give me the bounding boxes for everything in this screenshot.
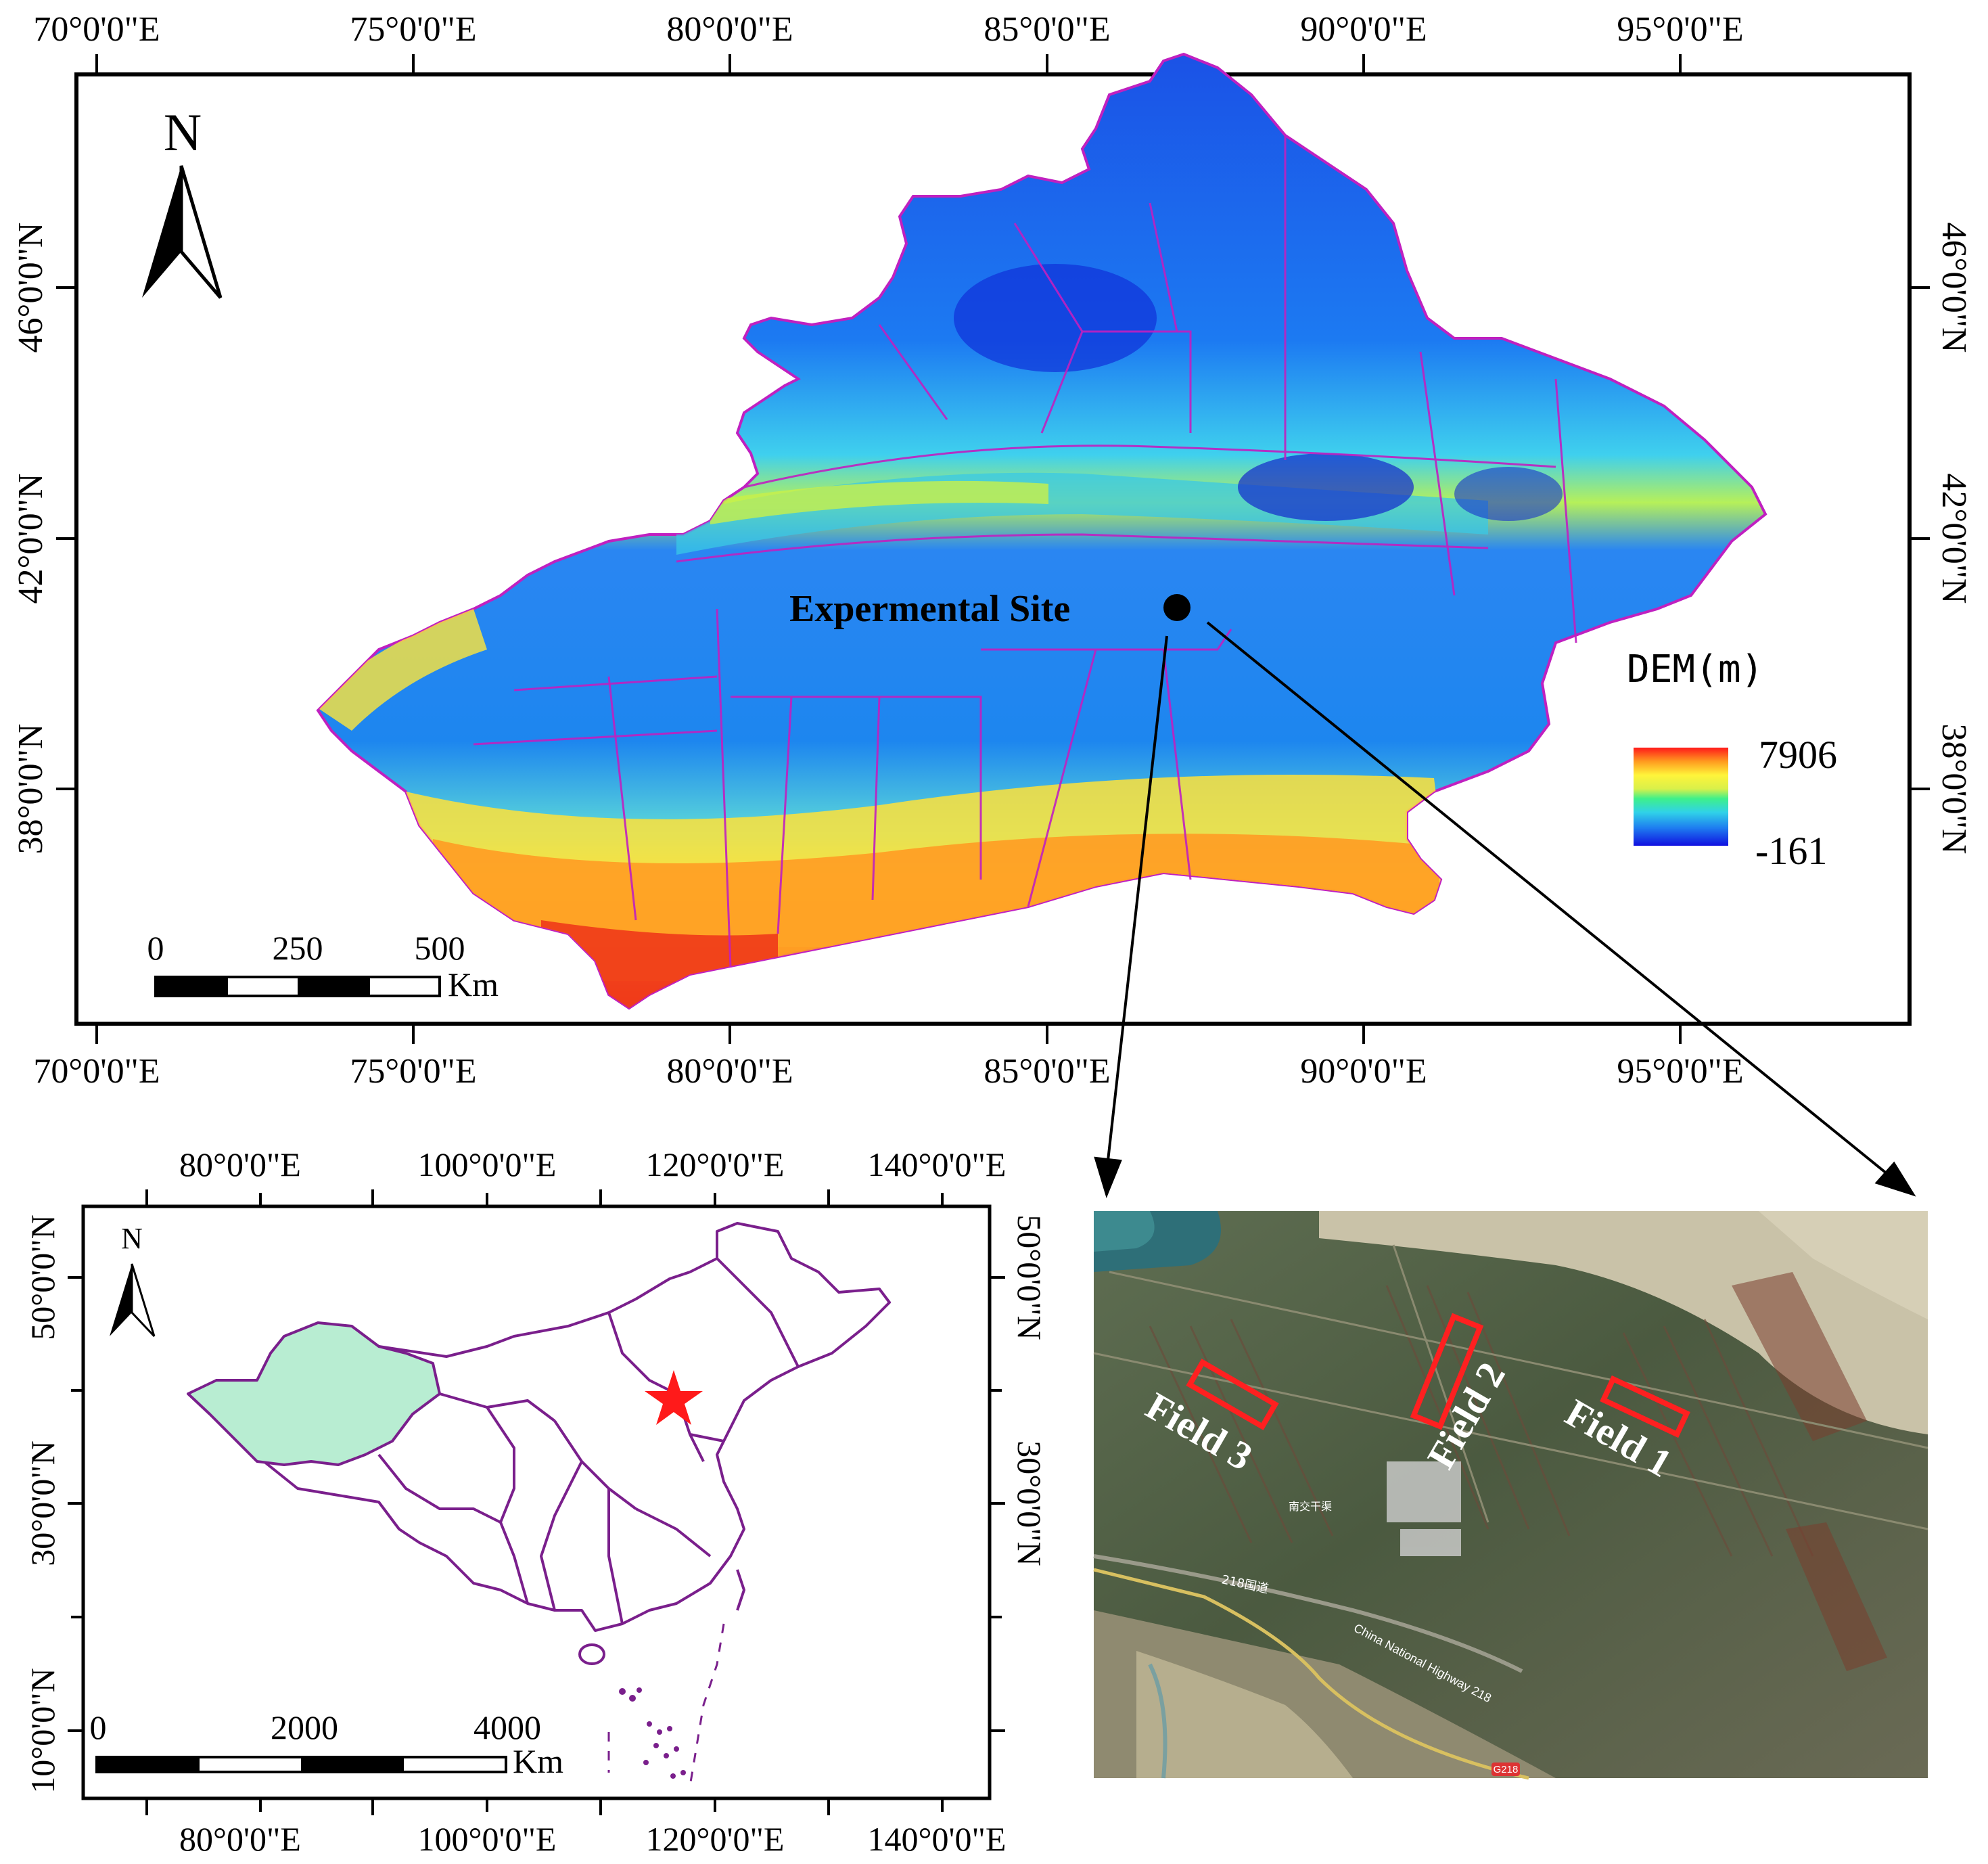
main-north-letter: N [164,103,202,162]
field-1-box [1600,1375,1690,1438]
dem-color-ramp [1634,748,1728,846]
scale-label: 250 [273,929,323,967]
china-right-lat-labels: 50°0'0"N 30°0'0"N [1011,1214,1048,1566]
canal-label: 南交干渠 [1289,1500,1332,1513]
satellite-inset: China National Highway 218 218国道 G218 南交… [1093,1211,1928,1780]
scale-label: 0 [147,929,164,967]
road-shield: G218 [1494,1764,1519,1775]
china-top-lon-labels: 80°0'0"E 100°0'0"E 120°0'0"E 140°0'0"E [179,1145,1006,1183]
main-top-lon-labels: 70°0'0"E 75°0'0"E 80°0'0"E 85°0'0"E 90°0… [33,10,1743,49]
main-top-lon-label: 75°0'0"E [350,10,476,49]
scale-label: 0 [90,1708,107,1746]
china-bottom-lon-label: 100°0'0"E [418,1820,557,1858]
dem-legend-max: 7906 [1759,733,1837,777]
china-top-lon-label: 120°0'0"E [646,1145,785,1183]
site-marker-icon [1163,594,1191,621]
south-sea-islands [619,1687,686,1779]
north-arrow-icon [110,1264,132,1336]
china-inset-ticks [68,1189,1005,1815]
site-label: Expermental Site [789,588,1070,630]
dem-legend-title: DEM(m) [1627,647,1763,691]
china-top-lon-label: 80°0'0"E [179,1145,301,1183]
scale-unit: Km [448,965,499,1003]
main-right-lat-ticks [1910,286,1930,790]
main-map: 70°0'0"E 75°0'0"E 80°0'0"E 85°0'0"E 90°0… [11,10,1973,1198]
site-star-icon [645,1370,703,1425]
main-bottom-lon-label: 95°0'0"E [1617,1052,1743,1091]
main-scale-bar: 0 250 500 Km [147,929,499,1003]
main-bottom-lon-label: 70°0'0"E [33,1052,160,1091]
main-north-arrow: N [142,103,223,299]
main-bottom-lon-label: 90°0'0"E [1300,1052,1427,1091]
main-left-lat-label: 46°0'0"N [11,223,50,353]
scale-unit: Km [513,1742,563,1780]
china-north-letter: N [121,1222,143,1255]
main-left-lat-label: 38°0'0"N [11,724,50,855]
village [1387,1461,1461,1556]
farmland-stripes [1149,1285,1814,1557]
main-bottom-lon-labels: 70°0'0"E 75°0'0"E 80°0'0"E 85°0'0"E 90°0… [33,1052,1743,1091]
main-right-lat-labels: 46°0'0"N 42°0'0"N 38°0'0"N [1935,223,1973,855]
main-top-lon-label: 90°0'0"E [1300,10,1427,49]
china-left-lat-labels: 50°0'0"N 30°0'0"N 10°0'0"N [24,1214,62,1794]
china-top-lon-label: 140°0'0"E [868,1145,1007,1183]
china-left-lat-label: 10°0'0"N [24,1668,62,1794]
experimental-site: Expermental Site [789,588,1191,630]
main-left-lat-labels: 46°0'0"N 42°0'0"N 38°0'0"N [11,223,50,855]
main-right-lat-label: 38°0'0"N [1935,724,1973,855]
scale-label: 2000 [271,1708,338,1746]
china-right-lat-label: 50°0'0"N [1011,1214,1048,1340]
main-bottom-lon-ticks [95,1024,1682,1044]
callout-arrows [1094,621,1916,1198]
dem-legend: DEM(m) 7906 -161 [1627,647,1837,873]
main-right-lat-label: 42°0'0"N [1935,474,1973,604]
china-right-lat-label: 30°0'0"N [1011,1440,1048,1566]
main-right-lat-label: 46°0'0"N [1935,223,1973,353]
china-top-lon-label: 100°0'0"E [418,1145,557,1183]
china-scale-bar: 0 2000 4000 Km [90,1708,564,1780]
china-left-lat-label: 50°0'0"N [24,1214,62,1340]
main-top-lon-label: 85°0'0"E [984,10,1110,49]
main-bottom-lon-label: 80°0'0"E [666,1052,793,1091]
scale-label: 500 [415,929,465,967]
main-left-lat-label: 42°0'0"N [11,474,50,604]
main-left-lat-ticks [56,286,76,790]
scale-label: 4000 [473,1708,541,1746]
field-3-box [1186,1359,1279,1430]
main-top-lon-ticks [95,54,1682,74]
china-bottom-lon-label: 80°0'0"E [179,1820,301,1858]
main-bottom-lon-label: 75°0'0"E [350,1052,476,1091]
china-bottom-lon-labels: 80°0'0"E 100°0'0"E 120°0'0"E 140°0'0"E [179,1820,1006,1858]
china-north-arrow: N [110,1222,156,1338]
main-bottom-lon-label: 85°0'0"E [984,1052,1110,1091]
main-top-lon-label: 80°0'0"E [666,10,793,49]
china-outline [202,1222,891,1632]
china-inset: 80°0'0"E 100°0'0"E 120°0'0"E 140°0'0"E 8… [24,1145,1048,1858]
china-bottom-lon-label: 140°0'0"E [868,1820,1007,1858]
field-2-box [1410,1313,1484,1430]
china-bottom-lon-label: 120°0'0"E [646,1820,785,1858]
north-arrow-icon [142,166,181,298]
main-top-lon-label: 95°0'0"E [1617,10,1743,49]
dem-legend-min: -161 [1755,829,1827,873]
china-map [187,1222,891,1787]
china-left-lat-label: 30°0'0"N [24,1440,62,1566]
main-top-lon-label: 70°0'0"E [33,10,160,49]
field-boxes [1186,1313,1690,1438]
